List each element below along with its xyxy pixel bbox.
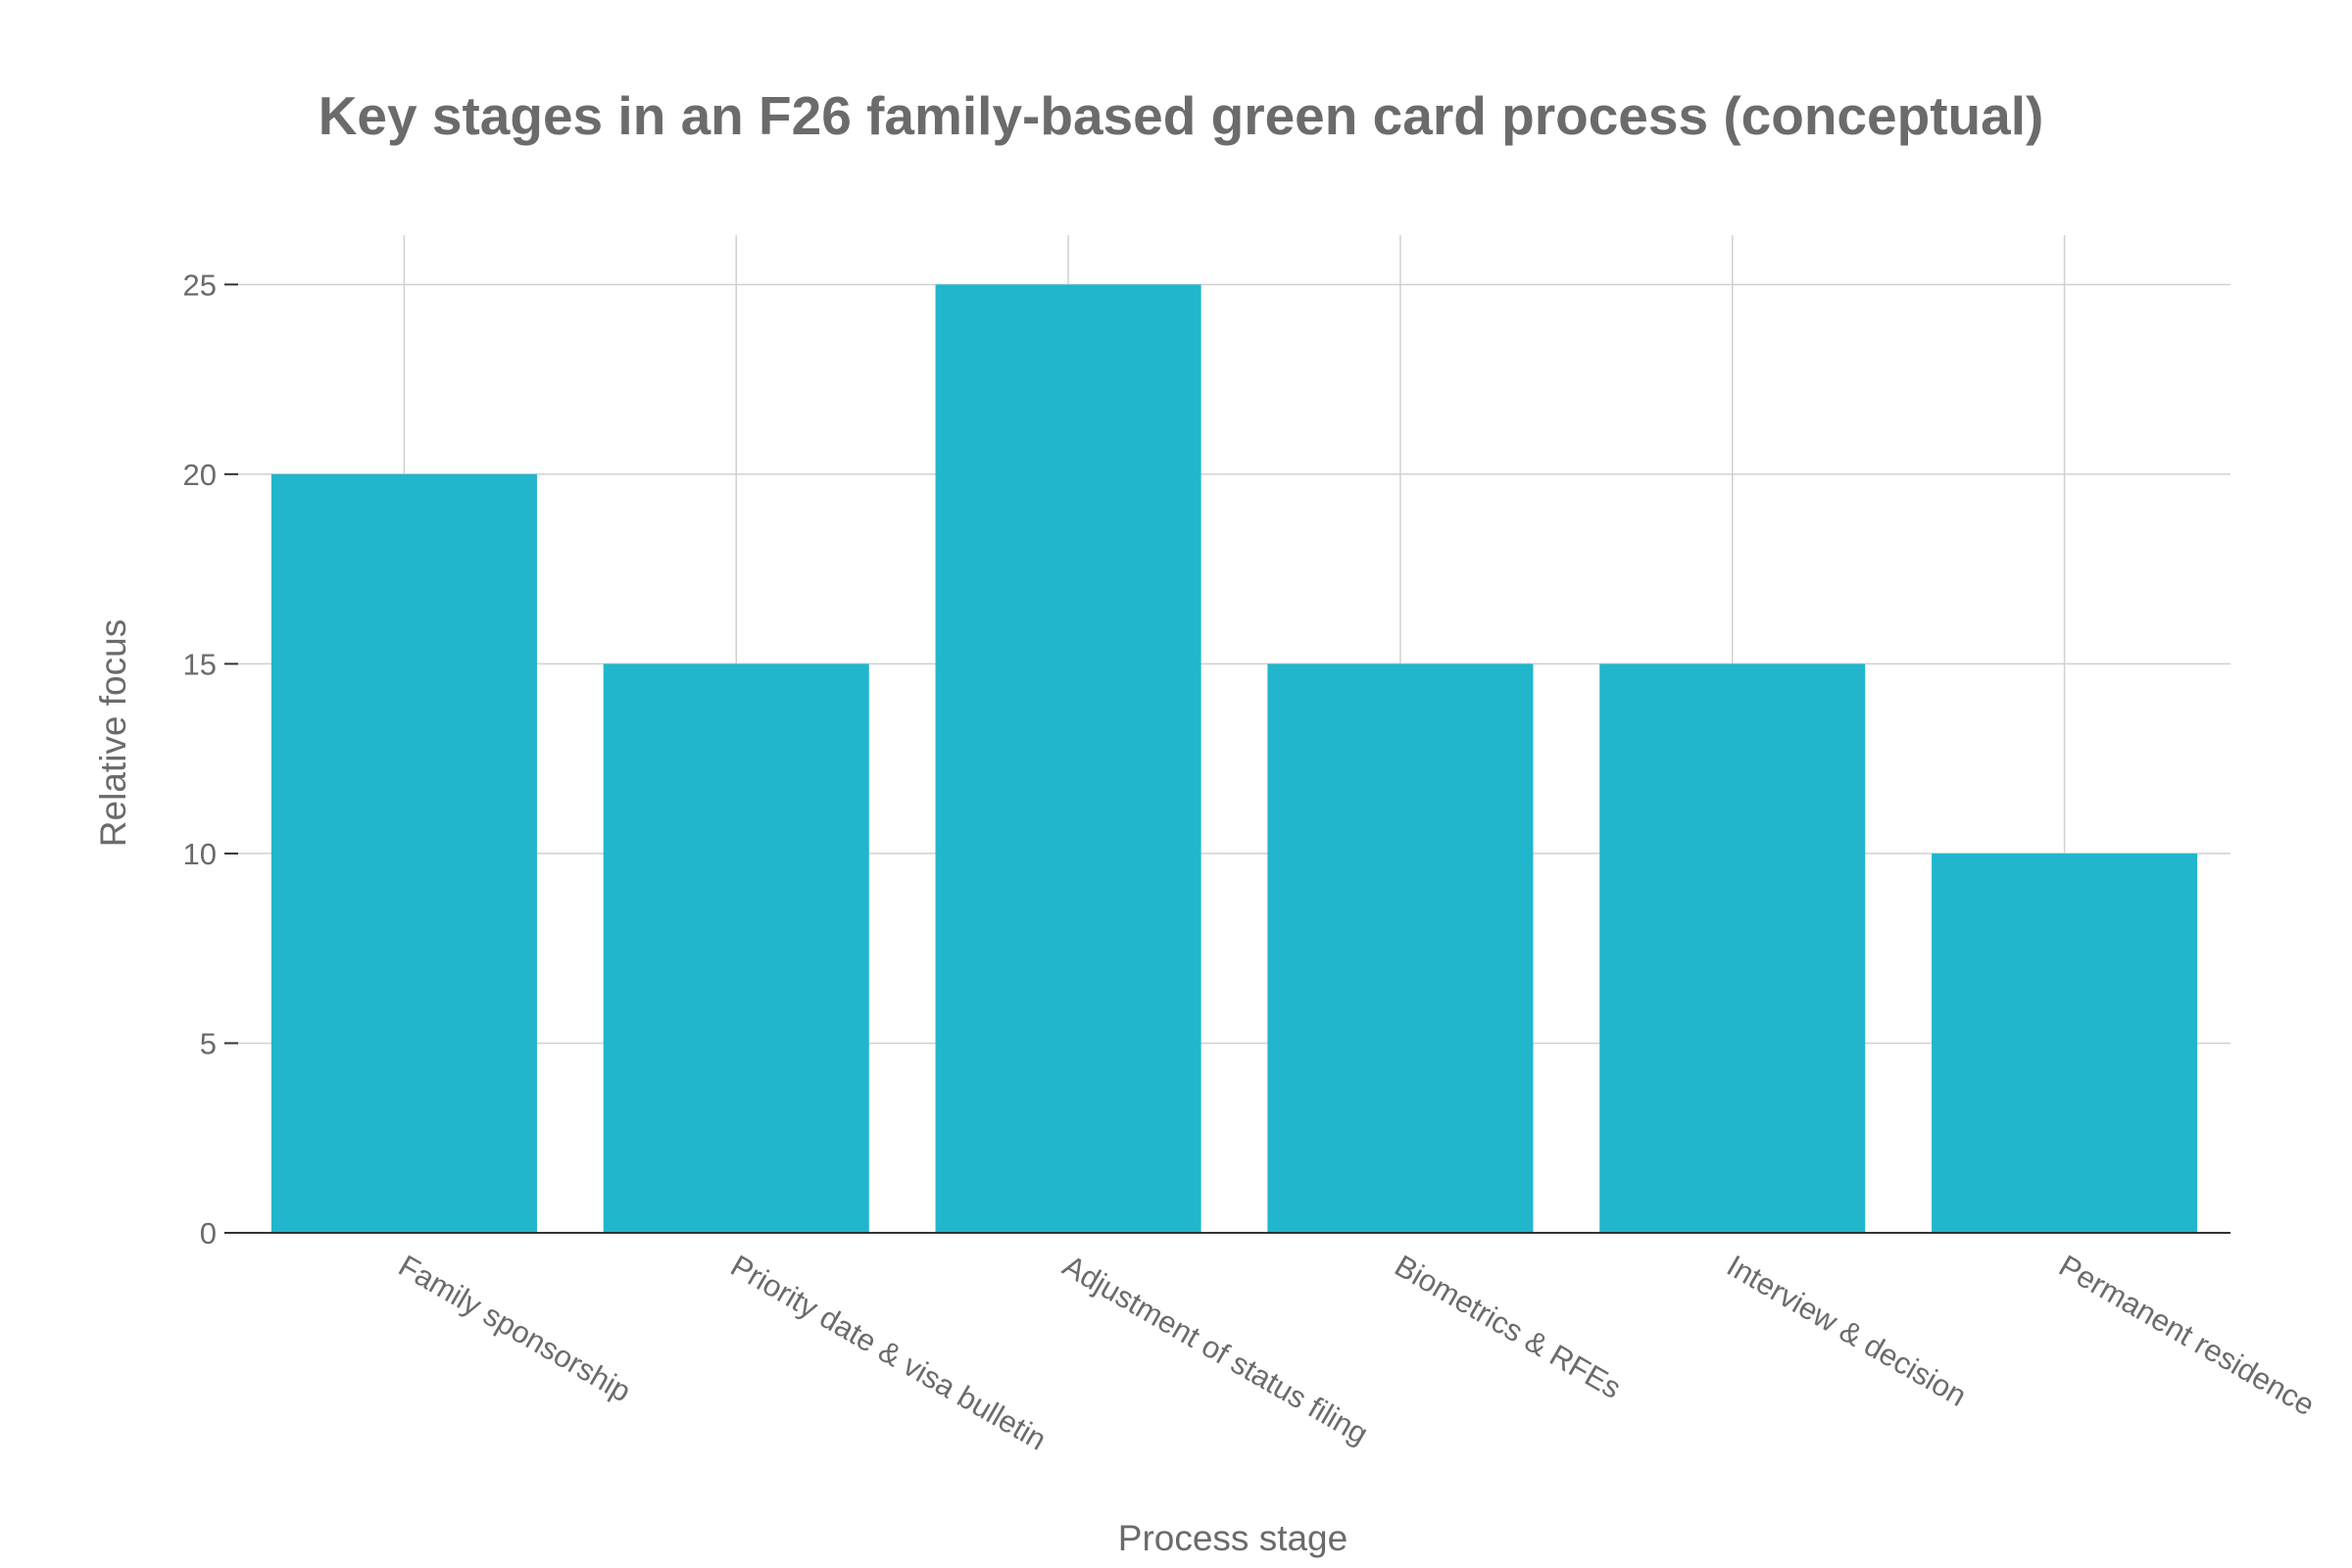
bar (1267, 663, 1534, 1233)
x-category-label: Interview & decision (1721, 1249, 1972, 1413)
y-tick-label: 20 (183, 458, 217, 492)
y-tick-label: 5 (200, 1026, 217, 1060)
y-tick-label: 0 (200, 1216, 217, 1250)
bar (603, 663, 869, 1233)
bar (1599, 663, 1866, 1233)
x-category-labels: Family sponsorship Priority date & visa b… (393, 1249, 2321, 1457)
y-tick-label: 25 (183, 268, 217, 302)
bar (1932, 853, 2198, 1233)
y-tick-labels: 0 5 10 15 20 25 (183, 268, 217, 1250)
bar (270, 473, 537, 1234)
x-category-label: Adjustment of status filing (1057, 1249, 1374, 1451)
x-category-label: Family sponsorship (393, 1249, 637, 1409)
y-tick-label: 15 (183, 647, 217, 681)
bar (935, 284, 1201, 1233)
bars (270, 284, 2198, 1234)
x-category-label: Permanent residence (2053, 1249, 2321, 1423)
x-axis-title: Process stage (1118, 1518, 1348, 1558)
x-category-label: Priority date & visa bulletin (725, 1249, 1053, 1457)
y-axis-title: Relative focus (93, 619, 133, 847)
x-category-label: Biometrics & RFEs (1389, 1249, 1627, 1405)
axes (224, 283, 2230, 1234)
y-tick-label: 10 (183, 837, 217, 871)
chart-title: Key stages in an F26 family-based green … (318, 85, 2044, 146)
